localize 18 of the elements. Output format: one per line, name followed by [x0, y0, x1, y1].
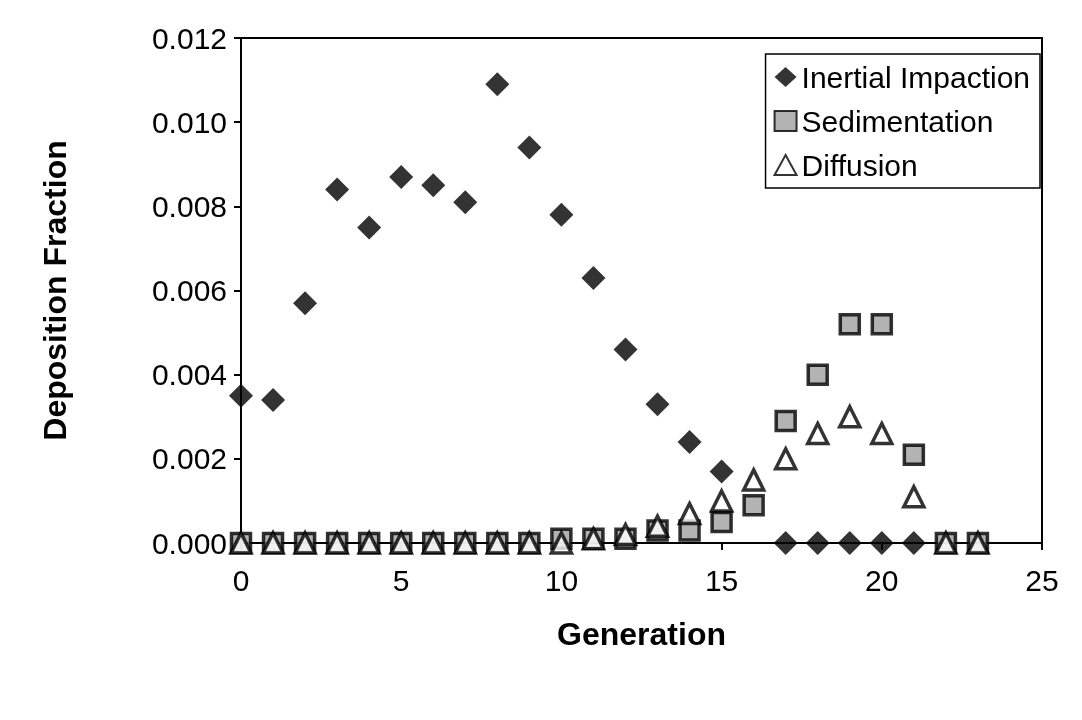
x-tick-label: 5 [392, 563, 410, 597]
y-axis-title: Deposition Fraction [37, 140, 73, 441]
x-tick-label: 0 [232, 563, 250, 597]
y-tick-label: 0.002 [151, 442, 227, 476]
y-tick-label: 0.004 [151, 358, 227, 392]
legend-label: Diffusion [801, 148, 918, 182]
x-tick-label: 25 [1025, 563, 1059, 597]
x-tick-label: 20 [865, 563, 899, 597]
x-tick-label: 15 [704, 563, 739, 597]
legend-label: Inertial Impaction [801, 60, 1031, 94]
y-tick-label: 0.010 [151, 105, 227, 139]
y-tick-label: 0.008 [151, 189, 227, 223]
x-tick-label: 10 [544, 563, 579, 597]
y-tick-label: 0.012 [151, 21, 227, 55]
y-tick-label: 0.000 [151, 526, 227, 560]
legend-label: Sedimentation [801, 104, 994, 138]
x-axis-title: Generation [557, 616, 726, 652]
y-tick-label: 0.006 [151, 274, 227, 307]
